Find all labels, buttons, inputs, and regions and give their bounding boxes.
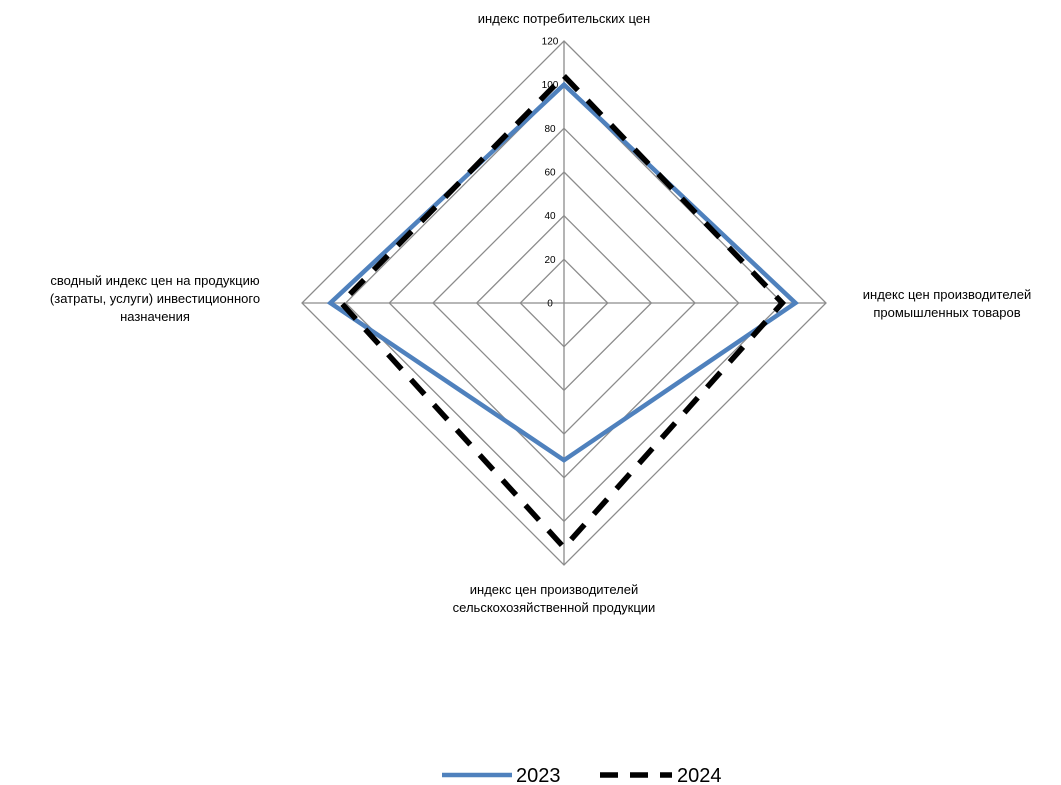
axis-label-2: индекс цен производителей сельскохозяйств… <box>453 582 656 615</box>
axis-label-3-line-2: назначения <box>120 309 190 324</box>
axis-label-1: индекс цен производителей промышленных то… <box>863 287 1031 320</box>
tick-label-80: 80 <box>544 124 556 135</box>
legend-label-2023: 2023 <box>516 765 561 785</box>
axis-label-2-line-1: сельскохозяйственной продукции <box>453 600 656 615</box>
radar-grid <box>301 40 827 566</box>
axis-label-3-line-0: сводный индекс цен на продукцию <box>50 273 259 288</box>
series-lines <box>326 71 800 552</box>
tick-label-40: 40 <box>544 211 556 222</box>
axis-label-0: индекс потребительских цен <box>478 11 650 26</box>
series-line-2024 <box>337 71 787 552</box>
axis-label-1-line-0: индекс цен производителей <box>863 287 1031 302</box>
tick-label-60: 60 <box>544 168 556 179</box>
radial-tick-labels: 0 20 40 60 80 100 120 <box>542 37 559 310</box>
legend-label-2024: 2024 <box>677 765 722 785</box>
axis-label-2-line-0: индекс цен производителей <box>470 582 638 597</box>
tick-label-20: 20 <box>544 255 556 266</box>
tick-label-0: 0 <box>547 299 553 310</box>
category-axis-labels: индекс потребительских цен индекс цен про… <box>50 11 1031 615</box>
axis-label-3: сводный индекс цен на продукцию (затраты,… <box>50 273 260 324</box>
axis-label-1-line-1: промышленных товаров <box>873 305 1020 320</box>
axis-label-3-line-1: (затраты, услуги) инвестиционного <box>50 291 260 306</box>
tick-label-120: 120 <box>542 37 559 48</box>
legend: 2023 2024 <box>442 765 722 785</box>
tick-label-100: 100 <box>542 80 559 91</box>
axis-label-0-line-0: индекс потребительских цен <box>478 11 650 26</box>
series-line-2023 <box>326 81 800 463</box>
